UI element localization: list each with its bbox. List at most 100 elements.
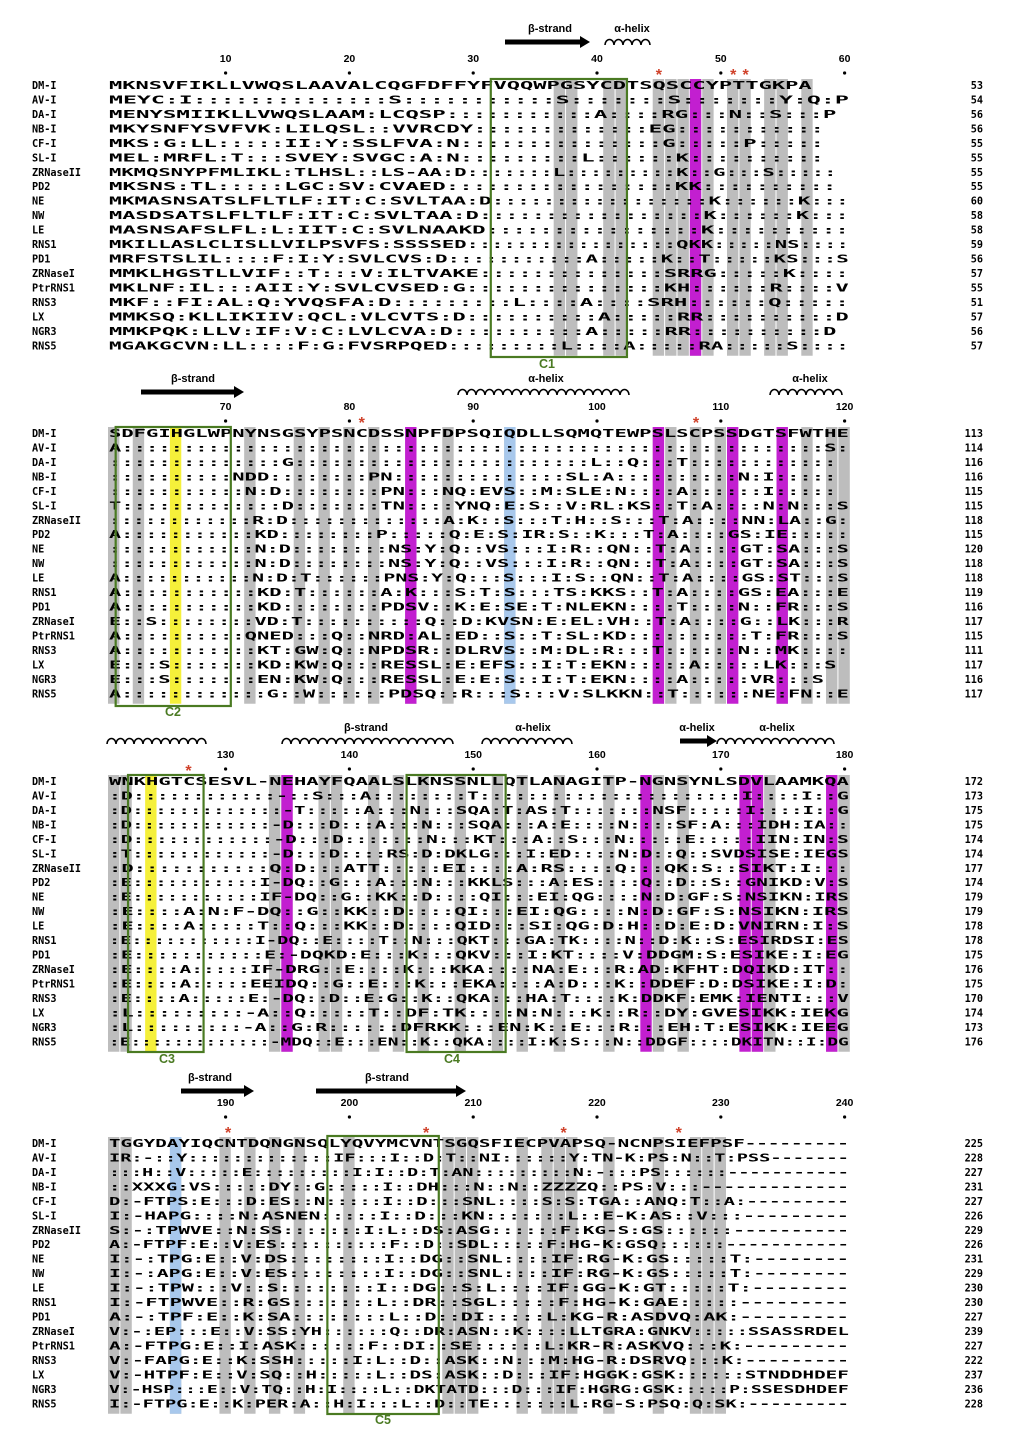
sequence-end-number: 179 <box>965 907 983 918</box>
sequence-name: SL-I <box>32 849 57 860</box>
sequence-end-number: 222 <box>965 1356 983 1367</box>
sequence-name: CF-I <box>32 139 57 150</box>
magenta-column <box>652 427 665 704</box>
sequence-end-number: 236 <box>965 1385 983 1396</box>
sequence-end-number: 237 <box>965 1370 983 1381</box>
sequence-end-number: 174 <box>965 849 983 860</box>
sequence-end-number: 57 <box>971 269 983 280</box>
sequence-row: :E:::::::::::I-DQ::E::::T::N:::QKT:::GA:… <box>109 936 849 947</box>
gray-column <box>764 775 776 1052</box>
gray-column <box>293 1137 306 1414</box>
sequence-end-number: 55 <box>971 283 983 294</box>
sequence-name: NE <box>32 893 44 904</box>
gray-column <box>219 1137 231 1414</box>
sequence-end-number: 228 <box>965 1399 983 1410</box>
sequence-name: NGR3 <box>32 675 57 686</box>
sequence-name: RNS1 <box>32 936 57 947</box>
gray-column <box>689 427 702 704</box>
sequence-row: MKLNF:IL:::AII:Y:SVLCVSED:G:::::::::::::… <box>109 283 849 294</box>
alpha-helix-coil <box>716 737 835 745</box>
structure-label: α-helix <box>792 373 828 385</box>
sequence-row: I:-:TPG:E::V:DS::::::::I::DG::SNL::::IF:… <box>109 1255 849 1266</box>
structure-label: β-strand <box>171 373 215 385</box>
sequence-name: ZRNaseI <box>32 1327 75 1338</box>
sequence-name: AV-I <box>32 1153 57 1164</box>
gray-column <box>108 427 120 704</box>
sequence-end-number: 116 <box>965 458 983 469</box>
sequence-row: MKF::FI:AL:Q:YVQSFA:D:::::::::L::::A::::… <box>109 298 849 309</box>
sequence-end-number: 56 <box>971 110 983 121</box>
sequence-end-number: 59 <box>971 240 983 251</box>
magenta-column <box>826 775 838 1052</box>
sequence-row: WNKHGTCSESVL-NEHAYFQAALSLKNSSNLLQTLANAGI… <box>109 777 849 788</box>
sequence-name: LE <box>32 226 44 237</box>
cysteine-asterisk: * <box>560 1125 567 1142</box>
sequence-name: DA-I <box>32 110 57 121</box>
sequence-name: PD2 <box>32 530 50 541</box>
sequence-name: NE <box>32 1255 44 1266</box>
sequence-row: V:-HTPF:E::V:SQ::H:::::L::DS:ASK::D:::IF… <box>109 1370 849 1381</box>
sequence-end-number: 176 <box>965 965 983 976</box>
beta-strand-arrowhead <box>244 1085 254 1097</box>
sequence-row: :E:::::::::::IF-DQ::G::KK::D::::QI:::EI:… <box>109 893 849 904</box>
sequence-row: MKILLASLCLISLLVILPSVFS:SSSSED:::::::::::… <box>109 240 849 251</box>
sequence-name: LX <box>32 1008 44 1019</box>
sequence-name: DA-I <box>32 806 57 817</box>
ruler-number: 230 <box>712 1097 730 1109</box>
sequence-name: ZRNaseI <box>32 965 75 976</box>
sequence-name: RNS1 <box>32 588 57 599</box>
sequence-row: A:::::::::::KD::::::::P:::::Q:E:S:IR:S::… <box>109 530 849 541</box>
ruler-number: 80 <box>344 401 356 413</box>
sequence-name: DM-I <box>32 777 57 788</box>
sequence-end-number: 57 <box>971 312 983 323</box>
sequence-row: ::::::::::::N:D::::::::NS:Y:Q::VS:::I:R:… <box>109 559 849 570</box>
sequence-end-number: 111 <box>965 646 983 657</box>
gray-column <box>739 79 751 356</box>
sequence-name: LE <box>32 574 44 585</box>
sequence-end-number: 175 <box>965 979 983 990</box>
sequence-row: TGGYDAYIQCNTDQNGNSQLYQVYMCVNTSGQSFIECPVA… <box>109 1139 849 1150</box>
sequence-end-number: 114 <box>965 443 983 454</box>
sequence-row: ::::::::::NDD::::::::PN::::::::::::::SL:… <box>109 472 836 483</box>
gray-column <box>838 775 850 1052</box>
ruler-number: 200 <box>341 1097 359 1109</box>
sequence-name: NB-I <box>32 124 57 135</box>
gray-column <box>330 775 343 1052</box>
gray-column <box>268 1137 281 1414</box>
sequence-end-number: 117 <box>965 617 983 628</box>
sequence-end-number: 175 <box>965 951 983 962</box>
sequence-name: AV-I <box>32 95 57 106</box>
ruler-number: 220 <box>588 1097 606 1109</box>
sequence-name: PtrRNS1 <box>32 283 75 294</box>
sequence-end-number: 174 <box>965 878 983 889</box>
sequence-row: :E:::::::::::E:-DQKD:E:::K:::QKV:::I:KT:… <box>109 951 849 962</box>
sequence-end-number: 58 <box>971 211 983 222</box>
sequence-name: DM-I <box>32 429 57 440</box>
sequence-row: MKNSVFIKLLVWQSLAAVALCQGFDFFYFVQQWPGSYCDT… <box>109 81 812 92</box>
gray-column <box>367 427 380 704</box>
gray-column <box>417 775 429 1052</box>
sequence-name: ZRNaseII <box>32 168 81 179</box>
sequence-name: NE <box>32 197 44 208</box>
sequence-row: :D::::::::::::-D:::D:::::::N:::KT:::A::S… <box>109 835 849 846</box>
gray-column <box>268 775 281 1052</box>
gray-column <box>677 775 689 1052</box>
ruler-dot <box>719 419 723 423</box>
sequence-end-number: 53 <box>971 81 983 92</box>
gray-column <box>702 1137 714 1414</box>
conserved-motif-box <box>326 1134 440 1416</box>
conserved-motif-box <box>405 773 507 1054</box>
sequence-name: PD1 <box>32 1313 50 1324</box>
sequence-row: :::H::V:::::E:::::::::I:I::D:T:AN:::::::… <box>109 1168 849 1179</box>
sequence-row: MMKLHGSTLLVIF::T:::V:ILTVAKE::::::::::::… <box>109 269 849 280</box>
sequence-row: D:-FTPS:E:::D:ES::N:::::I::D:::SNL::::S:… <box>109 1197 849 1208</box>
gray-column <box>603 775 615 1052</box>
sequence-end-number: 174 <box>965 835 983 846</box>
sequence-end-number: 226 <box>965 1211 983 1222</box>
sequence-row: :E:::::::::::::-MDQ::E:::EN::K::QKA::::I… <box>109 1037 849 1048</box>
blue-column <box>504 427 516 704</box>
sequence-name: AV-I <box>32 791 57 802</box>
gray-column <box>615 79 627 356</box>
sequence-end-number: 113 <box>965 429 983 440</box>
sequence-end-number: 175 <box>965 820 983 831</box>
